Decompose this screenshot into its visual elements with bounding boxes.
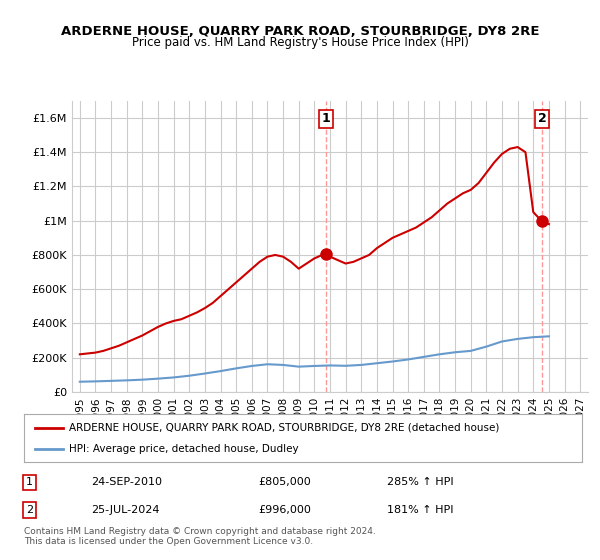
Text: 2: 2 — [538, 113, 547, 125]
Text: 2: 2 — [26, 505, 33, 515]
Text: Price paid vs. HM Land Registry's House Price Index (HPI): Price paid vs. HM Land Registry's House … — [131, 36, 469, 49]
Text: Contains HM Land Registry data © Crown copyright and database right 2024.
This d: Contains HM Land Registry data © Crown c… — [24, 526, 376, 546]
Text: £996,000: £996,000 — [259, 505, 311, 515]
Text: 181% ↑ HPI: 181% ↑ HPI — [387, 505, 453, 515]
Text: £805,000: £805,000 — [259, 477, 311, 487]
Text: 25-JUL-2024: 25-JUL-2024 — [91, 505, 160, 515]
Text: ARDERNE HOUSE, QUARRY PARK ROAD, STOURBRIDGE, DY8 2RE: ARDERNE HOUSE, QUARRY PARK ROAD, STOURBR… — [61, 25, 539, 38]
Text: ARDERNE HOUSE, QUARRY PARK ROAD, STOURBRIDGE, DY8 2RE (detached house): ARDERNE HOUSE, QUARRY PARK ROAD, STOURBR… — [68, 423, 499, 433]
Text: 1: 1 — [322, 113, 330, 125]
Text: HPI: Average price, detached house, Dudley: HPI: Average price, detached house, Dudl… — [68, 444, 298, 454]
Text: 24-SEP-2010: 24-SEP-2010 — [91, 477, 162, 487]
Text: 285% ↑ HPI: 285% ↑ HPI — [387, 477, 454, 487]
Text: 1: 1 — [26, 477, 33, 487]
